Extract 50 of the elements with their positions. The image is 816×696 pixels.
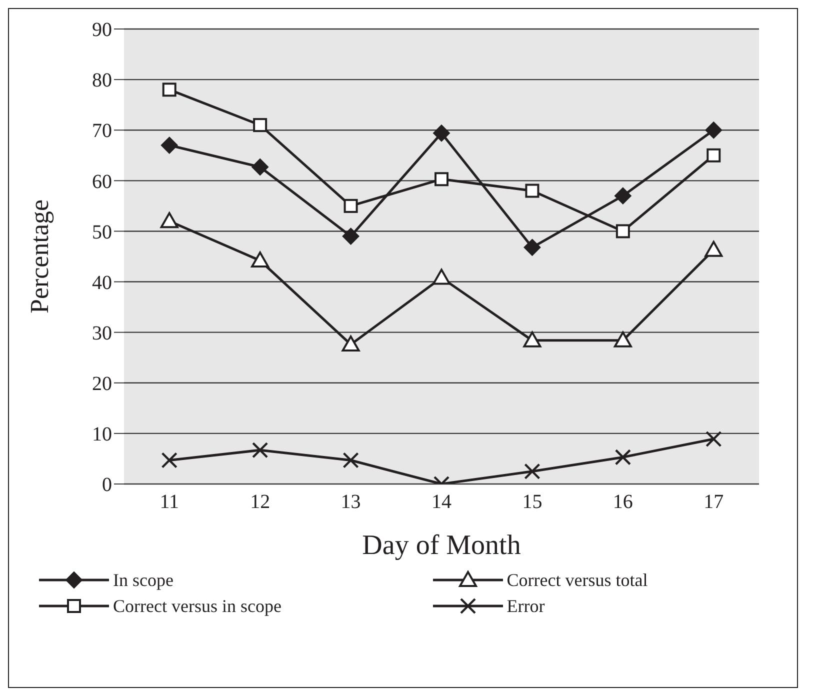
y-tick-label: 60 bbox=[92, 170, 112, 193]
y-tick-label: 90 bbox=[92, 19, 112, 42]
x-tick-label: 16 bbox=[612, 491, 633, 514]
point bbox=[162, 82, 176, 97]
y-tick-label: 40 bbox=[92, 272, 112, 294]
point bbox=[342, 228, 360, 245]
legend-label: Correct versus total bbox=[506, 570, 648, 590]
point bbox=[614, 449, 632, 466]
legend-label: Error bbox=[506, 596, 545, 616]
point bbox=[252, 158, 269, 176]
point bbox=[614, 331, 632, 348]
point bbox=[433, 124, 450, 142]
point bbox=[344, 198, 358, 213]
point bbox=[432, 268, 450, 285]
point bbox=[616, 224, 630, 238]
y-tick-label: 70 bbox=[92, 120, 112, 142]
legend-label: Correct versus in scope bbox=[113, 596, 282, 616]
point bbox=[252, 442, 268, 458]
point bbox=[705, 122, 722, 139]
y-tick-label: 0 bbox=[102, 474, 112, 496]
point bbox=[524, 463, 540, 480]
x-tick-label: 17 bbox=[704, 491, 724, 514]
point bbox=[342, 452, 359, 468]
y-tick-label: 10 bbox=[92, 424, 112, 446]
point bbox=[523, 331, 542, 348]
point bbox=[160, 212, 178, 228]
point bbox=[706, 148, 721, 162]
point bbox=[434, 172, 448, 186]
point bbox=[706, 430, 722, 448]
point bbox=[160, 136, 178, 154]
y-axis-title: Percentage bbox=[25, 199, 54, 314]
point bbox=[704, 240, 723, 257]
point bbox=[253, 118, 268, 132]
y-tick-label: 30 bbox=[92, 322, 112, 344]
x-tick-label: 14 bbox=[432, 491, 452, 514]
x-tick-label: 12 bbox=[250, 491, 270, 514]
x-tick-label: 15 bbox=[522, 491, 542, 514]
point bbox=[251, 252, 270, 268]
legend-label: In scope bbox=[113, 570, 174, 590]
x-axis-title: Day of Month bbox=[362, 530, 521, 561]
point bbox=[614, 187, 632, 204]
x-tick-label: 13 bbox=[340, 491, 361, 514]
point bbox=[524, 238, 541, 256]
point bbox=[342, 335, 360, 352]
x-tick-label: 11 bbox=[160, 491, 179, 514]
y-tick-label: 20 bbox=[92, 372, 112, 395]
point bbox=[525, 184, 540, 198]
point bbox=[161, 452, 178, 468]
y-tick-label: 50 bbox=[92, 221, 112, 244]
y-tick-label: 80 bbox=[92, 70, 112, 92]
